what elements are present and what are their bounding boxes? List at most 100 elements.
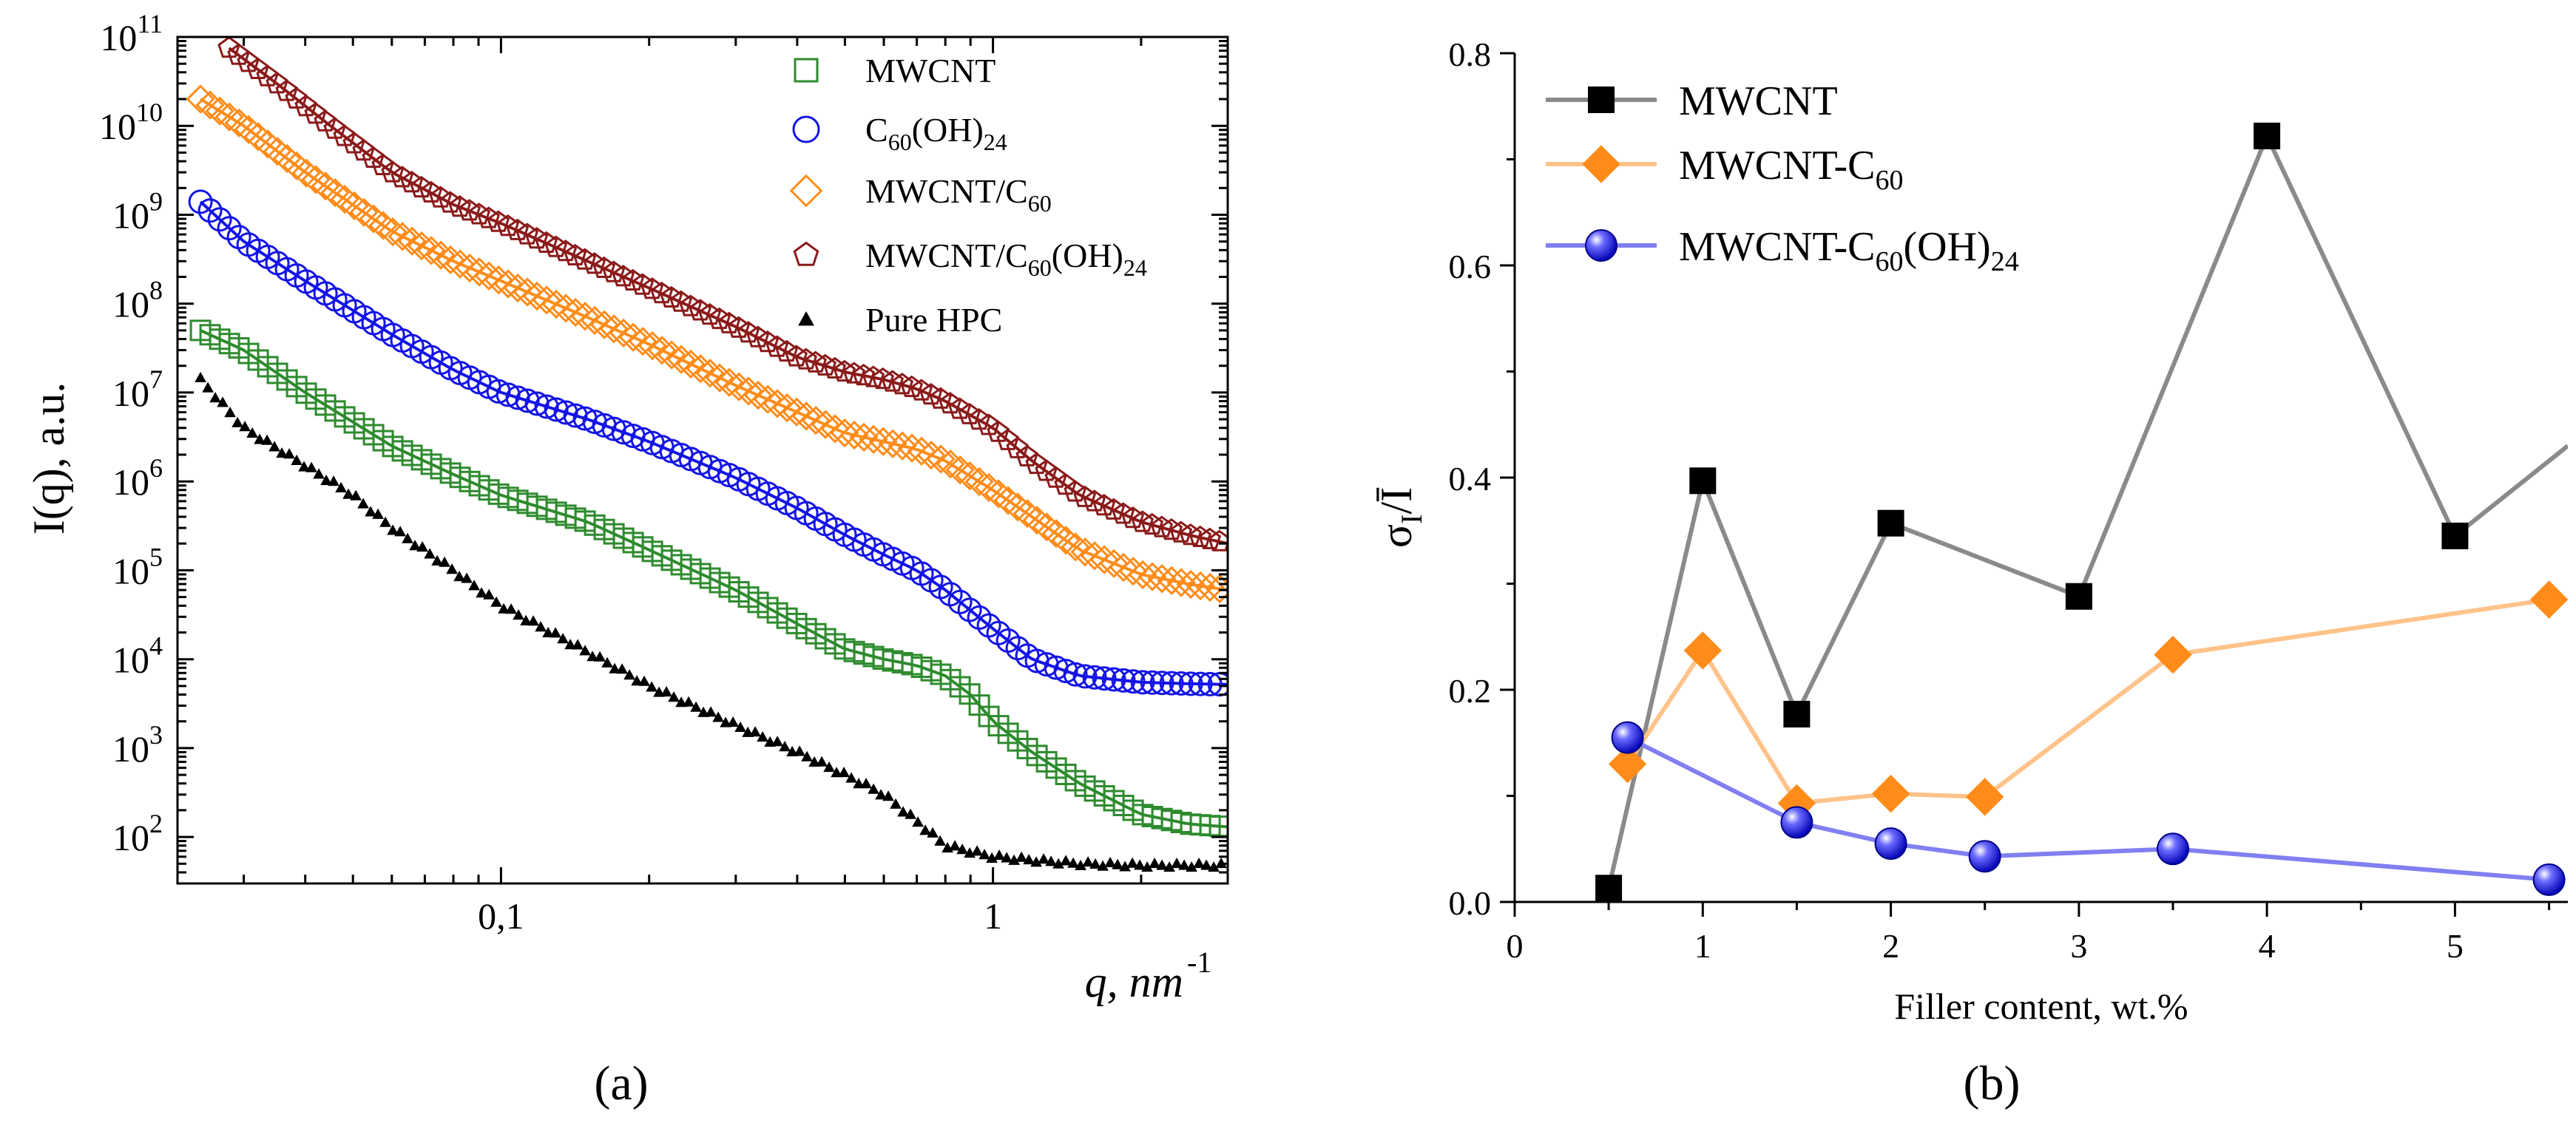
panel-a-point	[1140, 670, 1165, 695]
panel-a-point	[601, 657, 613, 668]
panel-a-point	[431, 554, 443, 566]
panel-a-point	[927, 827, 939, 838]
panel-a-legend-label-sub2: 24	[984, 129, 1007, 155]
panel-a-point	[771, 736, 783, 747]
panel-a-point	[616, 663, 628, 674]
panel-a-point	[350, 489, 362, 501]
panel-a-point	[830, 418, 859, 448]
panel-a-point	[397, 226, 427, 256]
panel-a-y-tick-base: 10	[99, 106, 136, 147]
panel-a-point	[535, 621, 547, 632]
panel-a-point	[1082, 856, 1094, 867]
panel-a-point	[881, 370, 905, 392]
panel-a-point	[291, 454, 302, 465]
panel-a-point	[1089, 858, 1101, 869]
panel-a-point	[1178, 859, 1190, 870]
panel-a-legend-label-sub2: 24	[1123, 254, 1147, 281]
panel-a-point	[268, 441, 280, 452]
panel-b-point	[1871, 774, 1910, 813]
panel-a-point	[1140, 512, 1164, 535]
panel-a-point	[1156, 859, 1168, 870]
panel-a-y-tick-base: 10	[112, 373, 149, 414]
panel-a-point	[1035, 459, 1058, 481]
panel-a-point	[388, 222, 417, 251]
panel-a-point	[897, 806, 909, 817]
panel-a-point	[1169, 671, 1194, 696]
panel-a-point	[859, 424, 888, 455]
panel-b-point	[1683, 631, 1723, 670]
panel-a-point	[424, 548, 436, 559]
panel-a-point	[978, 849, 990, 860]
panel-a-point	[823, 356, 847, 379]
panel-a-fit-line-2	[200, 98, 1228, 592]
panel-a-point	[871, 367, 895, 390]
panel-a-point	[580, 305, 609, 336]
panel-a-point	[1159, 671, 1184, 696]
panel-b-ylabel-tail: /Ī	[1372, 487, 1421, 515]
panel-a-point	[907, 436, 936, 466]
panel-a-point	[394, 526, 406, 537]
panel-a-point	[1178, 671, 1203, 696]
panel-a-point	[888, 431, 917, 461]
panel-a-point	[313, 468, 325, 479]
panel-a-point	[1030, 856, 1042, 867]
panel-a-point	[458, 199, 481, 221]
panel-b-y-tick-label: 0.6	[1449, 248, 1492, 285]
panel-a-point	[609, 662, 621, 674]
panel-a-point	[936, 449, 965, 479]
panel-a-point	[786, 745, 798, 756]
panel-a-point	[801, 405, 831, 435]
panel-b-point	[1968, 840, 2001, 873]
panel-a-y-tick-label: 103	[112, 720, 163, 770]
panel-b-point	[1595, 875, 1623, 902]
panel-a-point	[660, 685, 672, 697]
panel-a-y-tick-base: 10	[112, 639, 149, 681]
panel-a-point	[599, 314, 629, 344]
panel-a-legend-marker	[792, 115, 820, 143]
panel-a-y-tick-exponent: 10	[136, 98, 163, 127]
panel-a-point	[342, 488, 354, 499]
panel-a-point	[853, 778, 865, 789]
panel-a-point	[1205, 574, 1228, 604]
panel-a-label: (a)	[594, 1056, 648, 1110]
panel-a-point	[683, 696, 694, 707]
panel-a-point	[483, 588, 495, 600]
panel-a-y-tick-exponent: 3	[149, 720, 163, 750]
panel-a-point	[513, 608, 524, 620]
panel-a-point	[453, 570, 465, 582]
panel-a-point	[791, 401, 821, 431]
panel-a-point	[631, 675, 643, 686]
panel-a-point	[734, 376, 763, 406]
panel-a-point	[675, 696, 687, 708]
panel-a-point	[1082, 665, 1107, 690]
panel-b-legend-label-tail: (OH)	[1904, 224, 1991, 270]
panel-a-point	[676, 349, 706, 379]
panel-a-legend-label-tail: (OH)	[912, 111, 984, 149]
panel-a-point	[1053, 659, 1078, 684]
panel-a-point	[785, 345, 808, 367]
panel-b-series-line-2	[1626, 735, 2549, 882]
panel-a-point	[842, 362, 866, 384]
panel-a-legend-label-main: MWCNT/C	[865, 237, 1028, 274]
panel-a-point	[513, 277, 542, 307]
panel-a-y-tick-label: 1011	[100, 9, 163, 58]
panel-a-y-tick-label: 104	[112, 631, 163, 681]
panel-a-point	[493, 269, 523, 299]
panel-a-point	[1149, 857, 1160, 869]
panel-b-legend-label: MWCNT-C60	[1679, 143, 1904, 196]
panel-a-point	[919, 824, 931, 835]
panel-a-point	[522, 281, 552, 311]
panel-a-point	[570, 302, 600, 331]
panel-b-legend-marker	[1588, 86, 1615, 113]
panel-a-legend-item: C60(OH)24	[792, 111, 1007, 155]
panel-a-y-tick-base: 10	[112, 728, 149, 770]
panel-a-point	[838, 766, 850, 778]
panel-a-point	[1130, 670, 1155, 695]
panel-b-point	[2441, 522, 2469, 549]
panel-a-legend-label: MWCNT/C60	[865, 172, 1052, 217]
panel-a-point	[276, 447, 288, 458]
